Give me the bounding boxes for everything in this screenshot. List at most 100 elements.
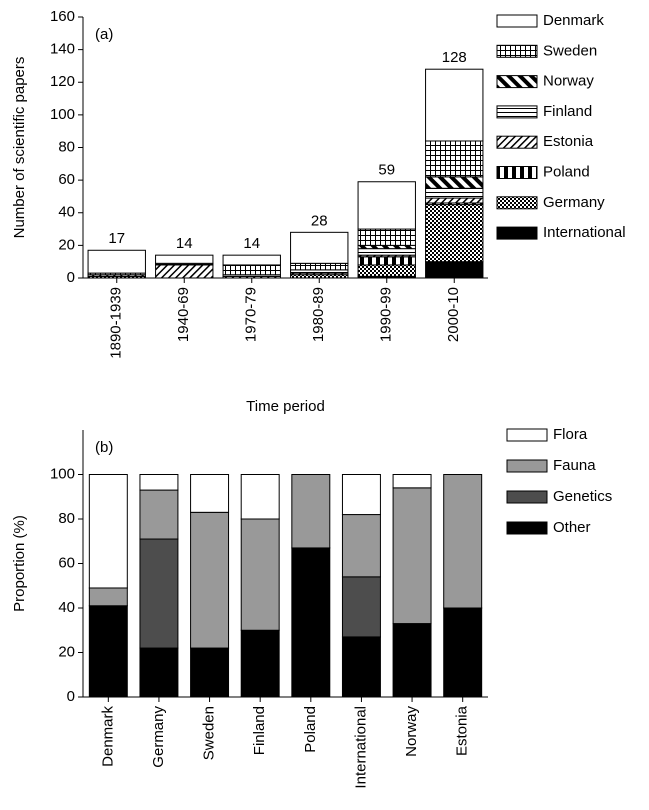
x-tick-label: Norway: [403, 706, 420, 757]
x-tick-label: International: [352, 706, 369, 789]
bar-segment: [139, 647, 179, 698]
bar-segment: [425, 204, 484, 263]
legend-swatch: [496, 14, 538, 28]
x-tick-label: Poland: [302, 706, 319, 753]
bar-segment: [392, 623, 432, 698]
bar-segment: [88, 587, 128, 607]
legend-swatch: [506, 428, 548, 442]
total-label: 17: [108, 230, 125, 247]
bar-segment: [357, 264, 416, 277]
bar-segment: [341, 474, 381, 516]
bar-segment: [290, 262, 349, 271]
x-tick-label: Germany: [150, 706, 167, 768]
legend-swatch: [496, 44, 538, 58]
x-tick-label: 1940-69: [175, 287, 192, 342]
legend-swatch: [506, 459, 548, 473]
x-tick-label: Finland: [251, 706, 268, 755]
y-tick-label: 60: [58, 171, 75, 188]
legend-swatch: [496, 75, 538, 89]
x-tick-label: Denmark: [99, 706, 116, 767]
legend-label: Norway: [543, 73, 594, 90]
legend-swatch: [506, 490, 548, 504]
legend-label: Finland: [543, 103, 592, 120]
x-tick-label: 1970-79: [243, 287, 260, 342]
total-label: 14: [243, 235, 260, 252]
bar-segment: [357, 181, 416, 230]
x-tick-label: Sweden: [201, 706, 218, 760]
legend-swatch: [496, 196, 538, 210]
bar-segment: [443, 607, 483, 698]
y-tick-label: 100: [50, 465, 75, 482]
legend-label: Estonia: [543, 133, 594, 150]
bar-segment: [139, 538, 179, 649]
y-tick-label: 0: [67, 269, 75, 286]
x-tick-label: Estonia: [454, 705, 471, 756]
x-tick-label: 1990-99: [378, 287, 395, 342]
x-tick-label: 1890-1939: [108, 287, 125, 359]
bar-segment: [155, 254, 214, 264]
bar-segment: [222, 264, 281, 276]
x-tick-label: 1980-89: [310, 287, 327, 342]
y-tick-label: 80: [58, 138, 75, 155]
legend-label: Fauna: [553, 457, 596, 474]
panel-label: (b): [95, 439, 113, 456]
y-tick-label: 20: [58, 236, 75, 253]
bar-segment: [139, 474, 179, 491]
bar-segment: [425, 176, 484, 189]
bar-segment: [341, 636, 381, 698]
legend-swatch: [496, 166, 538, 179]
x-tick-label: 2000-10: [445, 287, 462, 342]
bar-segment: [240, 518, 280, 631]
bar-segment: [425, 261, 484, 279]
x-axis-label: Time period: [246, 398, 325, 415]
total-label: 28: [311, 212, 328, 229]
legend-label: Germany: [543, 194, 605, 211]
bar-segment: [341, 576, 381, 638]
legend-label: Other: [553, 519, 591, 536]
bar-segment: [222, 254, 281, 266]
y-axis-label: Proportion (%): [11, 515, 28, 612]
bar-segment: [357, 256, 416, 266]
y-tick-label: 60: [58, 554, 75, 571]
bar-segment: [240, 629, 280, 698]
y-tick-label: 40: [58, 204, 75, 221]
legend-swatch: [496, 226, 538, 240]
y-tick-label: 120: [50, 73, 75, 90]
bar-segment: [341, 514, 381, 578]
bar-segment: [190, 474, 230, 513]
bar-segment: [291, 474, 331, 549]
legend-swatch: [506, 521, 548, 535]
bar-segment: [190, 647, 230, 698]
legend-label: Genetics: [553, 488, 612, 505]
y-tick-label: 40: [58, 599, 75, 616]
bar-segment: [155, 264, 214, 279]
bar-segment: [443, 474, 483, 609]
y-tick-label: 20: [58, 643, 75, 660]
legend-label: Poland: [543, 163, 590, 180]
bar-segment: [392, 487, 432, 625]
bar-segment: [240, 474, 280, 520]
total-label: 59: [378, 162, 395, 179]
legend-swatch: [496, 105, 538, 119]
bar-segment: [425, 68, 484, 142]
bar-segment: [190, 511, 230, 649]
bar-segment: [392, 474, 432, 489]
y-tick-label: 100: [50, 106, 75, 123]
bar-segment: [290, 231, 349, 264]
y-tick-label: 0: [67, 688, 75, 705]
legend-swatch: [496, 135, 538, 149]
legend-label: Denmark: [543, 12, 604, 29]
bar-segment: [357, 248, 416, 256]
bar-segment: [88, 605, 128, 698]
legend-label: Sweden: [543, 42, 597, 59]
bar-segment: [357, 228, 416, 246]
bar-segment: [425, 197, 484, 204]
y-tick-label: 140: [50, 41, 75, 58]
legend-label: International: [543, 224, 626, 241]
bar-segment: [291, 547, 331, 698]
bar-segment: [87, 249, 146, 274]
bar-segment: [425, 187, 484, 199]
legend-label: Flora: [553, 426, 588, 443]
bar-segment: [88, 474, 128, 589]
